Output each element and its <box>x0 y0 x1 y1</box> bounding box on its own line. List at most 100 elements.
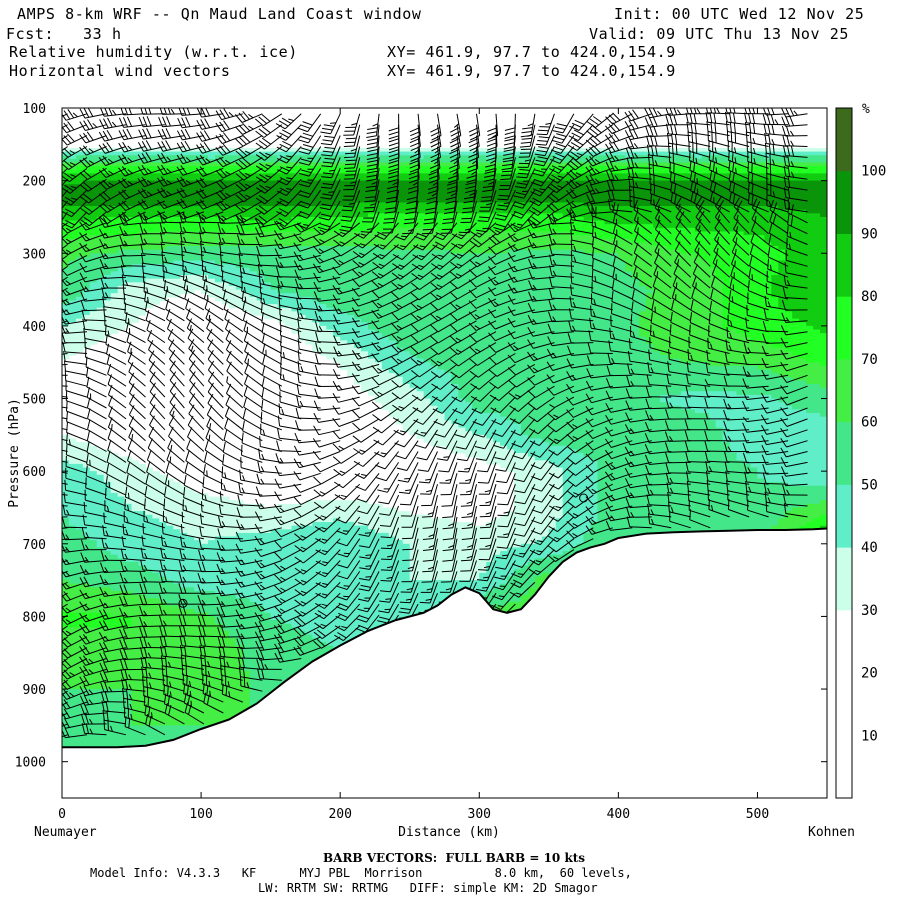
rh-cell <box>138 699 147 705</box>
rh-cell <box>173 725 181 730</box>
rh-cell <box>124 180 133 185</box>
rh-cell <box>263 652 272 657</box>
rh-cell <box>68 565 77 570</box>
rh-cell <box>124 729 133 734</box>
rh-cell <box>173 529 181 534</box>
rh-cell <box>242 601 251 607</box>
rh-cell <box>312 347 320 352</box>
rh-cell <box>103 191 112 196</box>
rh-cell <box>256 670 265 676</box>
rh-cell <box>89 227 98 233</box>
rh-cell <box>215 561 223 567</box>
rh-cell <box>228 587 237 592</box>
rh-cell <box>166 485 174 490</box>
rh-cell <box>166 264 174 269</box>
rh-cell <box>117 315 126 320</box>
rh-cell <box>138 478 147 483</box>
rh-cell <box>131 630 140 636</box>
rh-cell <box>96 558 105 563</box>
rh-cell <box>305 529 313 534</box>
rh-cell <box>208 209 216 214</box>
rh-cell <box>117 718 126 723</box>
rh-cell <box>187 187 195 193</box>
rh-cell <box>242 649 251 654</box>
rh-cell <box>124 638 133 643</box>
rh-cell <box>138 492 147 498</box>
rh-cell <box>194 725 202 730</box>
rh-cell <box>103 325 112 331</box>
rh-cell <box>75 289 84 294</box>
rh-cell <box>201 707 209 712</box>
rh-cell <box>110 184 119 189</box>
rh-cell <box>263 278 272 283</box>
rh-cell <box>68 482 77 487</box>
rh-cell <box>277 260 286 265</box>
rh-cell <box>173 267 181 273</box>
rh-cell <box>166 725 174 730</box>
rh-cell <box>131 492 140 498</box>
rh-cell <box>145 663 153 668</box>
rh-cell <box>159 703 167 708</box>
rh-cell <box>284 173 293 178</box>
rh-cell <box>249 525 258 530</box>
rh-cell <box>298 187 306 193</box>
rh-cell <box>256 213 265 218</box>
rh-cell <box>152 551 160 556</box>
rh-cell <box>96 482 105 487</box>
rh-cell <box>145 187 153 193</box>
rh-cell <box>124 591 133 596</box>
rh-cell <box>131 725 140 730</box>
rh-cell <box>284 616 293 621</box>
rh-cell <box>68 485 77 490</box>
rh-cell <box>242 503 251 509</box>
rh-cell <box>284 267 293 273</box>
rh-cell <box>215 184 223 189</box>
rh-cell <box>68 195 77 200</box>
rh-cell <box>75 285 84 291</box>
rh-cell <box>249 264 258 269</box>
rh-cell <box>263 213 272 218</box>
rh-cell <box>124 202 133 207</box>
rh-cell <box>263 285 272 291</box>
rh-cell <box>110 198 119 204</box>
rh-cell <box>187 496 195 501</box>
rh-cell <box>284 551 293 556</box>
rh-cell <box>110 478 119 483</box>
rh-cell <box>305 511 313 516</box>
rh-cell <box>131 601 140 607</box>
rh-cell <box>96 645 105 650</box>
rh-cell <box>68 180 77 185</box>
rh-cell <box>96 699 105 705</box>
rh-cell <box>263 147 272 153</box>
rh-cell <box>75 242 84 247</box>
rh-cell <box>242 641 251 647</box>
rh-cell <box>180 500 188 505</box>
rh-cell <box>103 703 112 708</box>
rh-cell <box>263 678 272 683</box>
rh-cell <box>117 271 126 276</box>
rh-cell <box>215 674 223 679</box>
rh-cell <box>152 238 160 243</box>
rh-cell <box>187 543 195 549</box>
rh-cell <box>180 725 188 730</box>
rh-cell <box>201 627 209 632</box>
rh-cell <box>159 714 167 719</box>
rh-cell <box>228 576 237 581</box>
rh-cell <box>215 271 223 276</box>
rh-cell <box>131 583 140 588</box>
rh-cell <box>298 529 306 534</box>
rh-cell <box>124 674 133 679</box>
rh-cell <box>62 224 70 229</box>
rh-cell <box>82 620 91 625</box>
rh-cell <box>62 627 70 632</box>
rh-cell <box>131 318 140 323</box>
rh-cell <box>305 293 313 298</box>
rh-cell <box>228 271 237 276</box>
rh-cell <box>131 260 140 265</box>
rh-cell <box>131 162 140 167</box>
rh-cell <box>249 224 258 229</box>
rh-cell <box>194 235 202 240</box>
rh-cell <box>117 489 126 494</box>
rh-cell <box>68 282 77 287</box>
rh-cell <box>277 256 286 262</box>
